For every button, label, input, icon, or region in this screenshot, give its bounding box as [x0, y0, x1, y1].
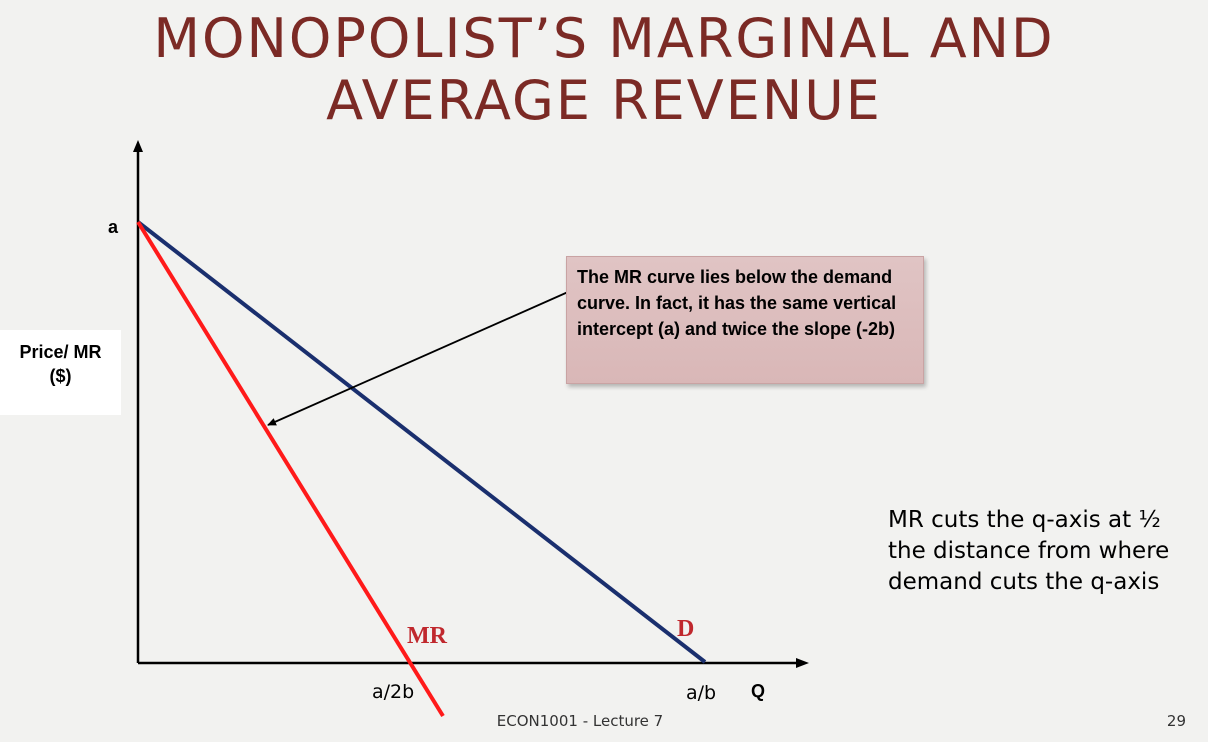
x-axis-label: Q — [751, 681, 765, 701]
y-axis-label-line-1: Price/ MR — [19, 342, 102, 362]
mr-intercept-label: a/2b — [372, 681, 414, 703]
y-axis-label-box — [0, 330, 121, 415]
callout-box: The MR curve lies below the demand curve… — [566, 256, 924, 384]
title-line-1: MONOPOLIST’S MARGINAL AND — [153, 7, 1055, 70]
mr-curve-label: MR — [407, 623, 448, 649]
mr-curve — [136, 220, 445, 718]
demand-intercept-label: a/b — [686, 682, 716, 704]
title-line-2: AVERAGE REVENUE — [326, 69, 882, 132]
callout-arrow — [267, 291, 569, 426]
demand-curve-label: D — [677, 616, 694, 642]
footer-course: ECON1001 - Lecture 7 — [496, 712, 664, 730]
slide-title: MONOPOLIST’S MARGINAL AND AVERAGE REVENU… — [0, 8, 1208, 132]
callout-text: The MR curve lies below the demand curve… — [577, 267, 897, 339]
x-axis-arrowhead — [796, 658, 809, 668]
y-axis-arrowhead — [133, 140, 143, 152]
demand-curve — [136, 220, 707, 664]
side-note: MR cuts the q-axis at ½ the distance fro… — [888, 507, 1170, 595]
y-intercept-label: a — [108, 217, 119, 237]
y-axis-label: Price/ MR ($) — [0, 340, 121, 388]
slide-number: 29 — [1166, 712, 1186, 730]
y-axis-label-line-2: ($) — [49, 366, 72, 386]
